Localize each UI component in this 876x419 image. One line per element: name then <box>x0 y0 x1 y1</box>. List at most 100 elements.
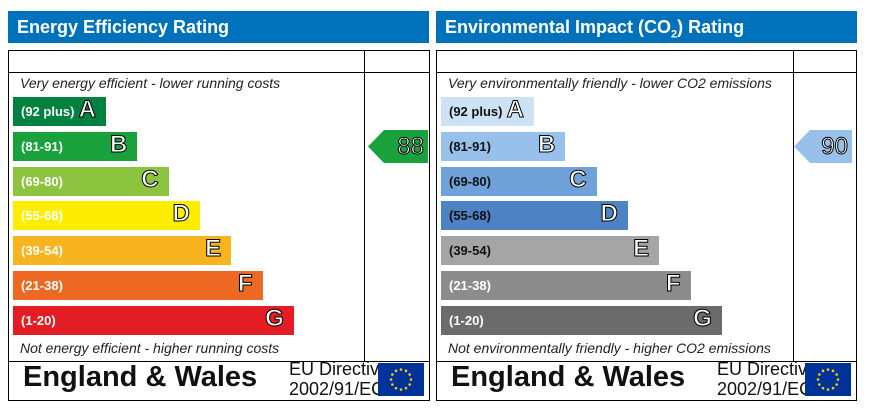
footer-region: England & Wales <box>23 361 258 393</box>
eu-star <box>399 368 403 371</box>
rating-bar-letter: C <box>141 165 159 193</box>
rating-bar-a: (92 plus) A <box>13 96 106 126</box>
energy-efficiency-header: Energy Efficiency Rating <box>8 11 429 43</box>
eu-star <box>409 378 413 381</box>
rating-bar-letter: B <box>109 130 128 158</box>
rating-bar-letter: G <box>693 304 713 332</box>
eu-flag-icon <box>378 363 424 396</box>
environmental-impact-title: Environmental Impact (CO2) Rating <box>445 17 745 41</box>
rating-bar-letter: D <box>172 200 190 228</box>
energy-efficiency-title: Energy Efficiency Rating <box>17 17 230 37</box>
eu-star <box>836 378 840 381</box>
rating-bar-g: (1-20) G <box>441 304 722 335</box>
rating-bar-f: (21-38) F <box>13 270 263 300</box>
footer-divider <box>9 361 429 362</box>
eu-star <box>408 383 411 386</box>
current-rating-arrow: 90 <box>794 129 852 163</box>
rating-bar-letter: B <box>537 130 556 158</box>
eu-star <box>835 373 838 376</box>
top-caption: Very energy efficient - lower running co… <box>20 75 281 91</box>
rating-bar-range: (1-20) <box>21 312 56 328</box>
rating-bar-letter: D <box>600 200 618 228</box>
rating-bar-range: (69-80) <box>449 173 491 189</box>
bottom-caption: Not environmentally friendly - higher CO… <box>448 340 771 356</box>
environmental-impact-chart: Very environmentally friendly - lower CO… <box>436 50 857 401</box>
eu-star <box>818 383 821 386</box>
current-rating-arrow: 88 <box>368 129 428 163</box>
eu-star <box>835 383 838 386</box>
rating-bar-range: (92 plus) <box>21 104 75 119</box>
rating-bar-a: (92 plus) A <box>441 96 534 126</box>
rating-bar-range: (21-38) <box>449 278 491 293</box>
eu-star <box>831 386 835 390</box>
title-subscript: 2 <box>671 28 678 41</box>
footer-directive: EU Directive 2002/91/EC <box>717 359 817 399</box>
rating-bar-letter: F <box>237 270 253 298</box>
rating-bar-range: (1-20) <box>449 312 484 328</box>
rating-bar-g: (1-20) G <box>13 304 294 335</box>
current-rating-value: 90 <box>821 132 849 160</box>
directive-line1: EU Directive <box>289 359 389 379</box>
eu-star <box>821 386 825 390</box>
footer-divider <box>437 361 856 362</box>
rating-bar-letter: E <box>205 235 222 263</box>
rating-bar-f: (21-38) F <box>441 270 691 300</box>
directive-line2: 2002/91/EC <box>717 379 813 399</box>
current-rating-value: 88 <box>397 132 425 160</box>
footer-directive: EU Directive 2002/91/EC <box>289 359 389 399</box>
rating-bar-letter: F <box>665 270 681 298</box>
eu-star <box>404 386 408 390</box>
rating-bar-e: (39-54) E <box>13 235 232 266</box>
rating-bar-b: (81-91) B <box>13 130 138 161</box>
eu-star <box>831 369 835 373</box>
top-caption: Very environmentally friendly - lower CO… <box>448 75 772 91</box>
arrow-shape <box>794 129 852 163</box>
directive-line1: EU Directive <box>717 359 817 379</box>
rating-bar-letter: A <box>506 96 524 124</box>
eu-star <box>826 368 830 371</box>
rating-bar-e: (39-54) E <box>441 235 660 266</box>
eu-star <box>821 369 825 373</box>
rating-bar-c: (69-80) C <box>441 165 597 196</box>
rating-bar-range: (39-54) <box>449 243 491 259</box>
current-column-divider <box>793 51 794 362</box>
rating-bar-range: (81-91) <box>21 138 63 154</box>
eu-star <box>408 373 411 376</box>
rating-bar-letter: A <box>78 96 96 124</box>
arrow-shape <box>368 129 428 163</box>
eu-star <box>404 369 408 373</box>
rating-bar-letter: E <box>633 235 650 263</box>
current-column-divider <box>364 51 365 362</box>
environmental-impact-panel: Environmental Impact (CO2) Rating Very e… <box>428 0 857 419</box>
energy-efficiency-chart: Very energy efficient - lower running co… <box>8 50 430 401</box>
title-prefix: Environmental Impact (CO <box>445 17 672 37</box>
eu-star <box>394 369 398 373</box>
rating-bar-range: (69-80) <box>21 173 63 189</box>
eu-star <box>394 386 398 390</box>
rating-bar-range: (92 plus) <box>449 104 503 119</box>
header-row-divider <box>9 72 429 73</box>
rating-bar-c: (69-80) C <box>13 165 169 196</box>
rating-bar-range: (21-38) <box>21 278 63 293</box>
rating-bar-range: (55-68) <box>21 208 63 224</box>
rating-bar-range: (39-54) <box>21 243 63 259</box>
eu-flag-icon <box>805 363 851 396</box>
eu-star <box>826 388 830 391</box>
eu-star <box>818 373 821 376</box>
rating-bar-letter: C <box>569 165 587 193</box>
rating-bar-d: (55-68) D <box>13 200 200 231</box>
eu-star <box>816 378 820 381</box>
header-row-divider <box>437 72 856 73</box>
eu-star <box>391 373 394 376</box>
eu-star <box>399 388 403 391</box>
eu-stars <box>389 368 413 391</box>
eu-star <box>391 383 394 386</box>
title-suffix: ) Rating <box>677 17 745 37</box>
bottom-caption: Not energy efficient - higher running co… <box>20 340 280 356</box>
rating-bar-letter: G <box>265 304 285 332</box>
eu-star <box>389 378 393 381</box>
energy-efficiency-panel: Energy Efficiency Rating Very energy eff… <box>0 0 430 419</box>
environmental-impact-header: Environmental Impact (CO2) Rating <box>436 11 857 43</box>
footer-region: England & Wales <box>451 361 686 393</box>
rating-bar-range: (55-68) <box>449 208 491 224</box>
